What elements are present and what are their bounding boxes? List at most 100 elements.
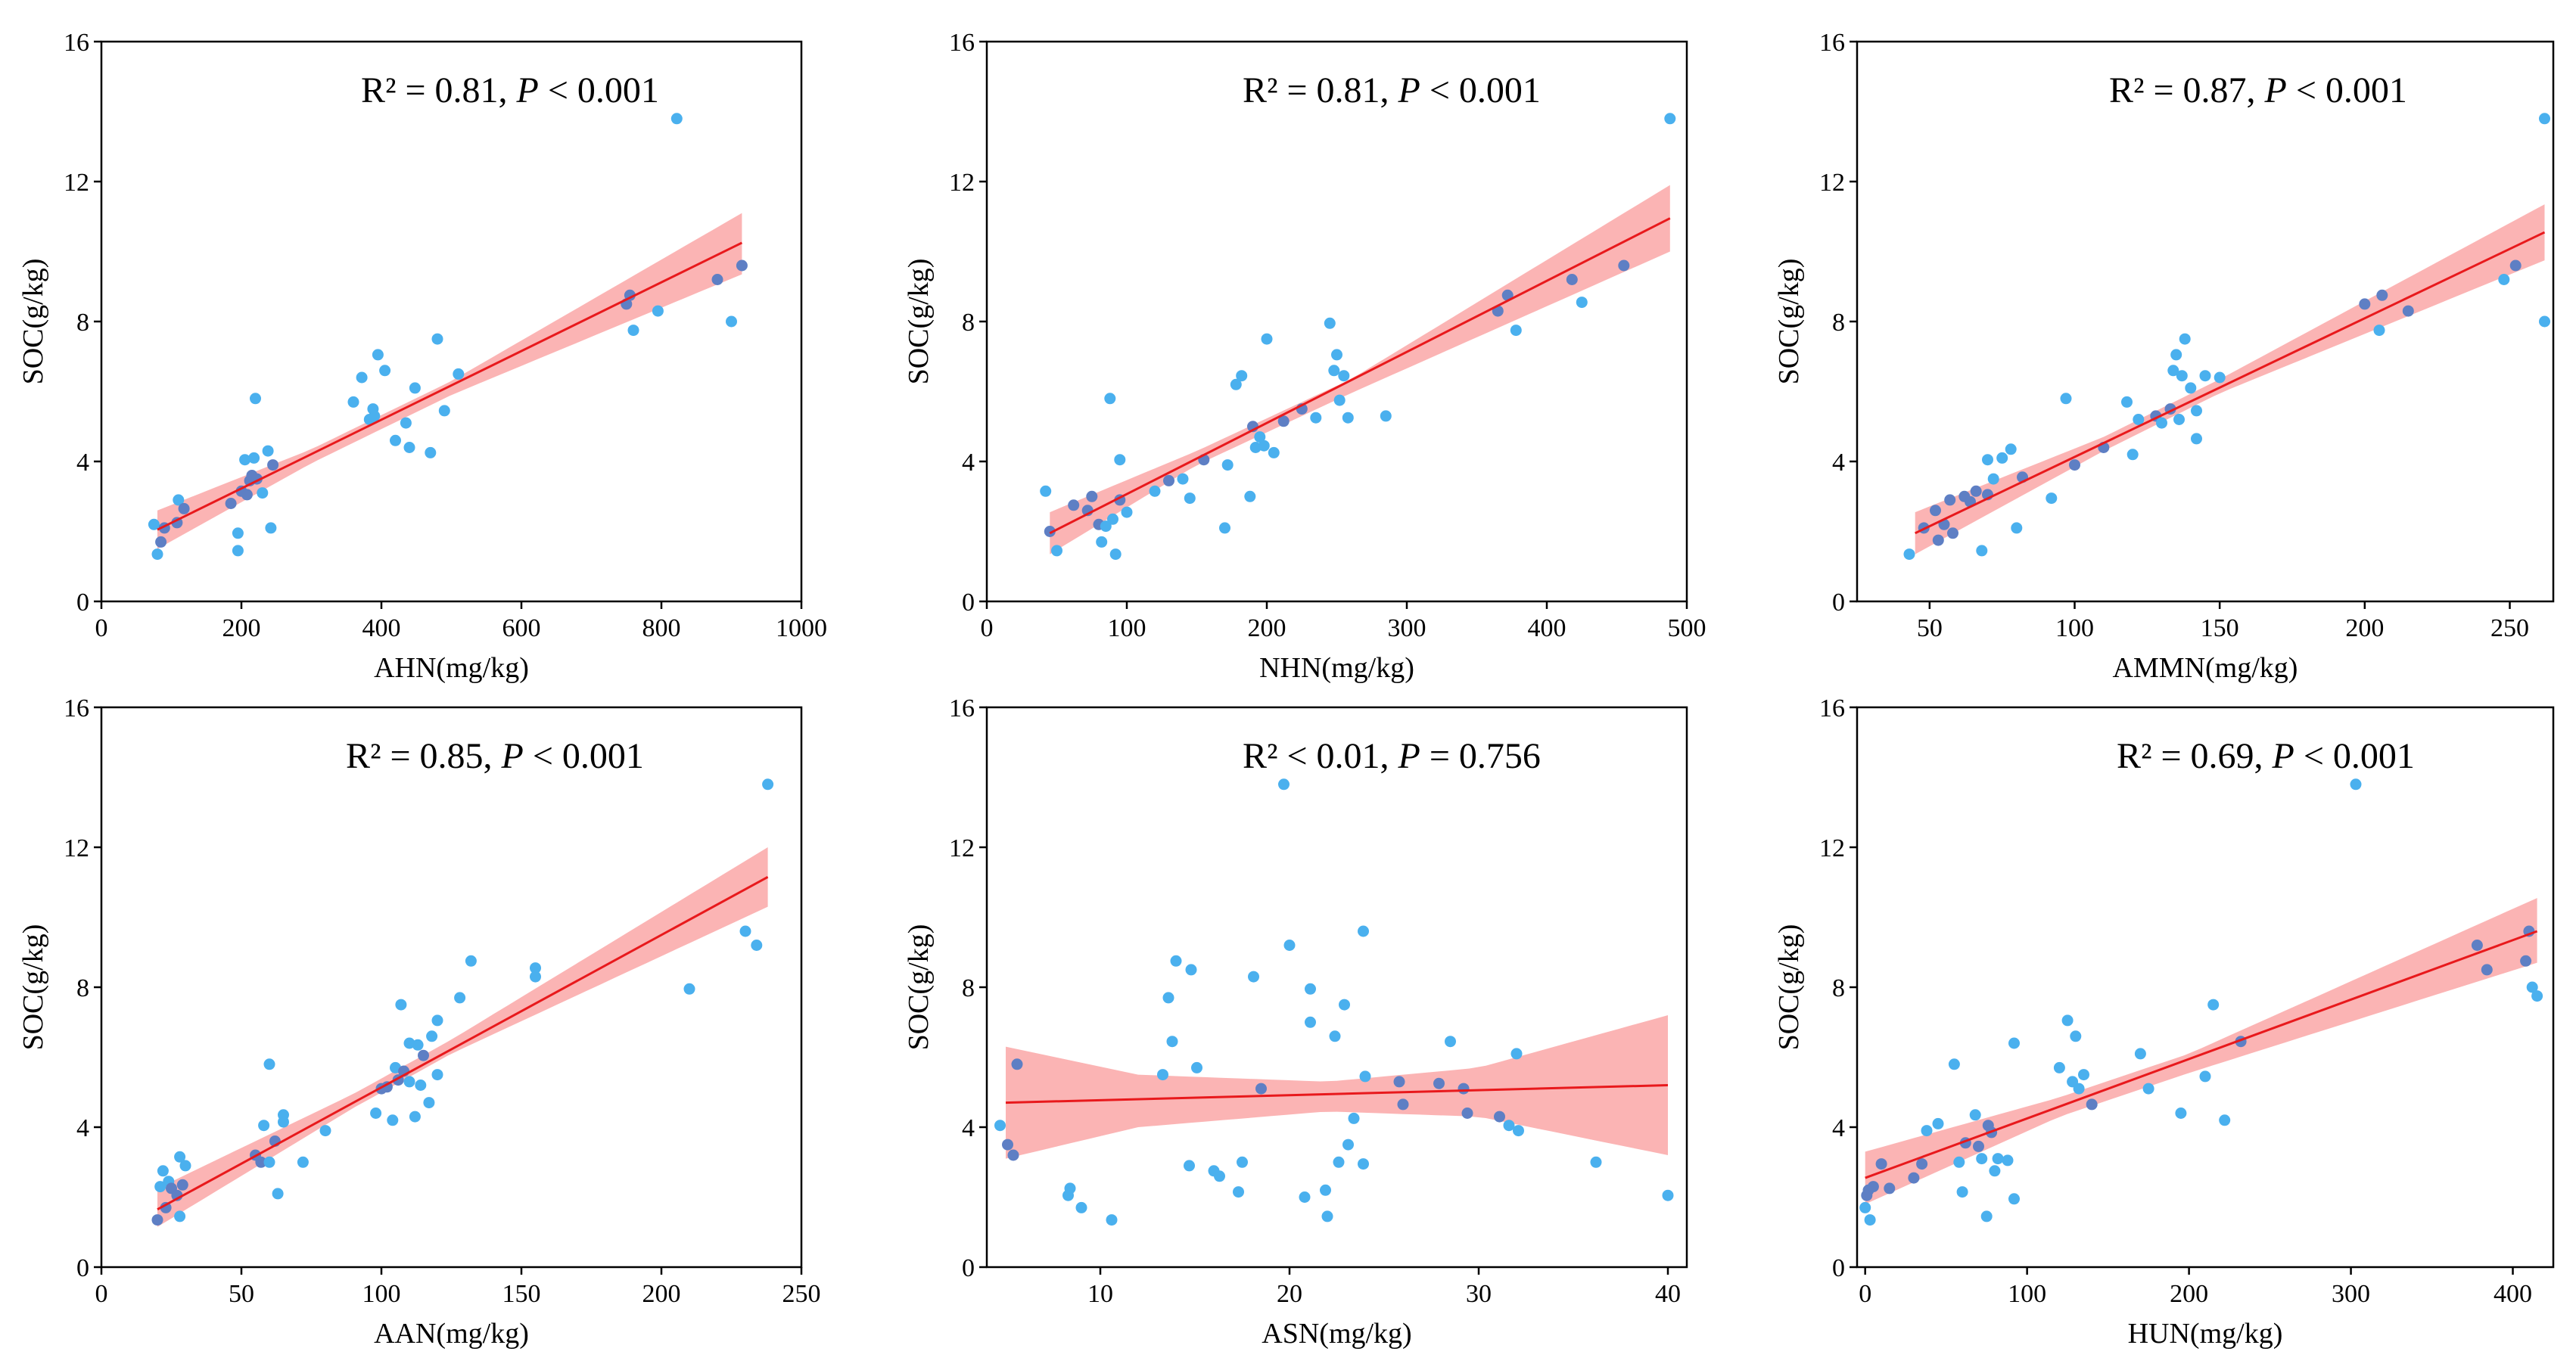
data-point <box>2531 990 2543 1002</box>
data-point <box>1976 545 1988 557</box>
data-point <box>1494 1111 1505 1123</box>
data-point <box>1380 410 1392 422</box>
data-point <box>751 940 763 951</box>
data-point <box>1867 1181 1879 1193</box>
r-squared-text: R² = 0.81, <box>361 70 516 110</box>
data-point <box>627 325 639 337</box>
r-squared-text: R² = 0.87, <box>2109 70 2264 110</box>
x-tick-label: 0 <box>1859 1280 1871 1308</box>
data-point <box>454 992 466 1004</box>
y-tick-label: 16 <box>64 694 89 722</box>
data-point <box>1121 506 1133 518</box>
x-tick-label: 40 <box>1655 1280 1681 1308</box>
data-point <box>994 1120 1006 1132</box>
data-point <box>1342 412 1354 424</box>
x-tick-label: 100 <box>2008 1280 2046 1308</box>
y-tick-label: 12 <box>1819 834 1845 862</box>
data-point <box>1064 1182 1076 1194</box>
data-point <box>1244 490 1256 502</box>
x-axis-label: HUN(mg/kg) <box>2128 1318 2283 1350</box>
data-point <box>1068 499 1080 511</box>
data-point <box>2070 1030 2082 1042</box>
data-point <box>1970 485 1982 497</box>
data-point <box>431 1014 443 1027</box>
data-point <box>1503 1120 1515 1132</box>
x-tick-label: 1000 <box>776 614 827 642</box>
y-tick-label: 16 <box>1819 29 1845 57</box>
data-point <box>1237 1156 1248 1168</box>
data-point <box>1397 1098 1409 1111</box>
data-point <box>1618 259 1630 272</box>
r-squared-text: R² = 0.81, <box>1243 70 1398 110</box>
data-point <box>2060 393 2072 405</box>
y-tick-label: 8 <box>76 309 89 337</box>
data-point <box>1989 1165 2001 1177</box>
data-point <box>2359 298 2371 310</box>
data-point <box>1987 473 1999 485</box>
data-point <box>2046 492 2058 505</box>
y-axis-label: SOC(g/kg) <box>1773 259 1805 385</box>
regression-line <box>1915 231 2546 535</box>
data-point <box>250 393 261 405</box>
data-point <box>1329 1030 1341 1042</box>
scatter-panel-5: 0 4 8 12 16 10 20 30 40 ASN(mg/kg) SOC(g/kg) R² < 0… <box>903 694 1688 1350</box>
data-point <box>148 518 160 530</box>
data-point <box>2191 433 2202 445</box>
regression-line <box>1049 217 1671 535</box>
data-point <box>1875 1158 1887 1170</box>
data-point <box>2219 1114 2231 1126</box>
data-point <box>232 545 244 557</box>
data-point <box>403 1076 415 1088</box>
x-tick-label: 800 <box>642 614 681 642</box>
data-point <box>1328 365 1340 377</box>
data-point <box>2156 417 2167 429</box>
data-point <box>1149 485 1161 497</box>
data-point <box>262 445 274 457</box>
x-tick-label: 500 <box>1668 614 1706 642</box>
data-point <box>1932 1117 1944 1129</box>
data-point <box>409 382 421 394</box>
data-point <box>1662 1189 1674 1201</box>
data-point <box>1221 459 1234 471</box>
x-tick-label: 50 <box>229 1280 254 1308</box>
data-point <box>2481 964 2493 976</box>
p-label: P <box>1398 736 1420 776</box>
data-point <box>1333 1156 1345 1168</box>
y-tick-label: 4 <box>1832 1114 1845 1142</box>
regression-line <box>1865 930 2538 1179</box>
data-point <box>2008 1193 2020 1205</box>
x-tick-label: 30 <box>1466 1280 1492 1308</box>
data-point <box>1114 454 1126 466</box>
data-point <box>155 536 167 548</box>
data-point <box>1510 1048 1523 1060</box>
y-tick-label: 8 <box>962 309 975 337</box>
data-point <box>1321 1210 1333 1222</box>
data-point <box>1338 370 1350 382</box>
data-point <box>2134 1048 2146 1060</box>
x-tick-label: 100 <box>1108 614 1146 642</box>
y-tick-label: 4 <box>1832 449 1845 477</box>
data-point <box>1393 1076 1405 1088</box>
regression-line <box>157 241 743 531</box>
data-point <box>1184 492 1196 505</box>
data-point <box>272 1188 284 1200</box>
data-point <box>431 1069 443 1081</box>
y-tick-label: 16 <box>64 29 89 57</box>
confidence-band <box>1006 1015 1668 1159</box>
data-point <box>173 494 185 506</box>
y-axis-label: SOC(g/kg) <box>903 259 935 385</box>
data-point <box>1157 1069 1168 1081</box>
data-point <box>2199 1070 2211 1083</box>
data-point <box>762 778 774 791</box>
y-tick-label: 8 <box>1832 974 1845 1002</box>
data-point <box>265 522 277 534</box>
data-point <box>248 452 260 464</box>
x-tick-label: 200 <box>2345 614 2384 642</box>
data-point <box>1590 1156 1602 1168</box>
data-point <box>1921 1125 1933 1137</box>
data-point <box>403 442 415 453</box>
data-point <box>174 1151 186 1163</box>
data-point <box>1944 494 1956 506</box>
x-tick-label: 400 <box>2494 1280 2532 1308</box>
